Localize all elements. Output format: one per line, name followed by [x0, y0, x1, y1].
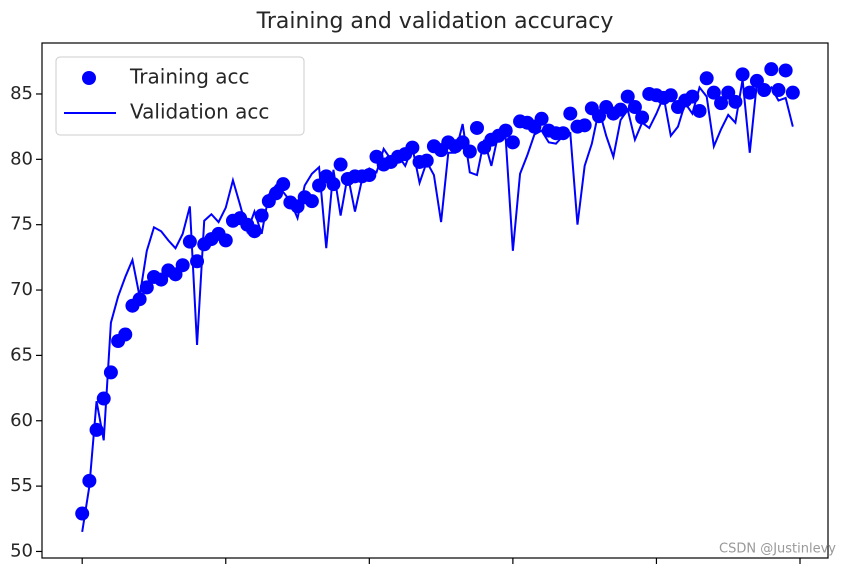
- y-tick-label: 80: [10, 148, 33, 169]
- training-point: [276, 177, 291, 192]
- training-point: [75, 506, 90, 521]
- training-point: [247, 224, 262, 239]
- y-tick-label: 60: [10, 410, 33, 431]
- y-tick-label: 50: [10, 540, 33, 561]
- training-point: [699, 71, 714, 86]
- legend-marker: [82, 71, 96, 85]
- training-point: [613, 102, 628, 117]
- training-point: [620, 89, 635, 104]
- validation-line: [81, 79, 794, 533]
- legend-label: Training acc: [129, 65, 250, 89]
- training-point: [118, 327, 133, 342]
- plot-area: 50 55 60 65 70 75 80 85 Training acc Validation a…: [10, 42, 829, 564]
- training-point: [663, 88, 678, 103]
- y-tick-label: 75: [10, 214, 33, 235]
- training-point: [103, 365, 118, 380]
- training-point: [577, 118, 592, 133]
- y-tick-label: 85: [10, 83, 33, 104]
- training-point: [462, 144, 477, 159]
- training-point: [635, 110, 650, 125]
- training-point: [706, 85, 721, 100]
- training-point: [333, 157, 348, 172]
- training-point: [534, 111, 549, 126]
- y-tick-label: 55: [10, 475, 33, 496]
- training-point: [785, 85, 800, 100]
- plot-frame: [41, 42, 829, 559]
- training-point: [563, 106, 578, 121]
- training-point: [764, 62, 779, 77]
- training-point: [469, 120, 484, 135]
- training-point: [498, 123, 513, 138]
- training-point: [304, 194, 319, 209]
- training-point: [96, 391, 111, 406]
- y-tick-label: 70: [10, 279, 33, 300]
- legend-label: Validation acc: [130, 100, 269, 124]
- training-point: [692, 103, 707, 118]
- training-point: [742, 85, 757, 100]
- training-point: [175, 258, 190, 273]
- training-point: [735, 67, 750, 82]
- y-tick-label: 65: [10, 344, 33, 365]
- training-point: [182, 234, 197, 249]
- training-point: [139, 280, 154, 295]
- chart-title: Training and validation accuracy: [256, 9, 614, 34]
- training-point: [218, 233, 233, 248]
- training-point: [627, 100, 642, 115]
- training-point: [714, 96, 729, 111]
- watermark: CSDN @Justinlevy: [719, 542, 836, 557]
- training-point: [505, 135, 520, 150]
- legend-box: [55, 56, 305, 136]
- training-point: [778, 63, 793, 78]
- training-point: [556, 126, 571, 141]
- training-point: [132, 292, 147, 307]
